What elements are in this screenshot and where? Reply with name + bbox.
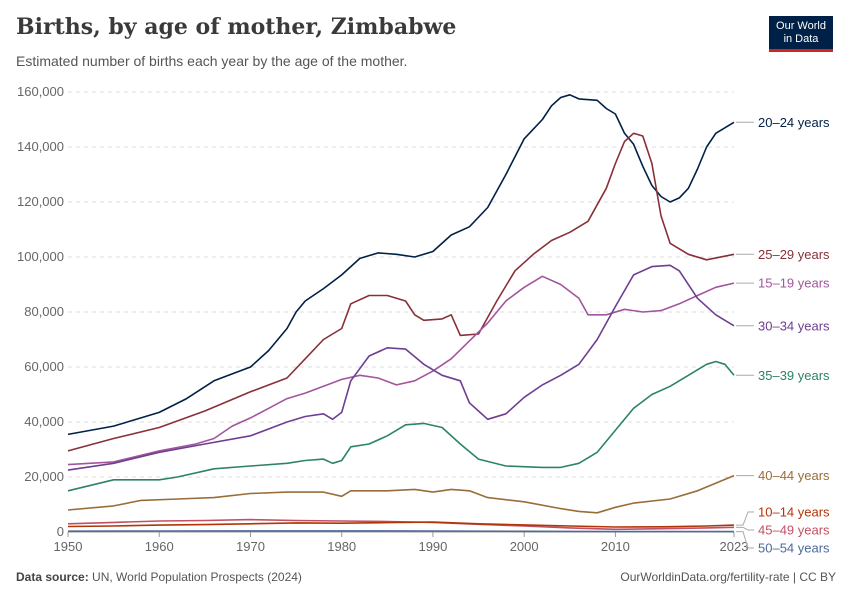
y-tick-label: 140,000 <box>17 139 64 154</box>
logo-line-2: in Data <box>783 33 819 45</box>
y-tick-label: 40,000 <box>24 414 64 429</box>
x-tick-label: 2023 <box>720 539 749 554</box>
series-line <box>67 94 735 436</box>
x-tick-label: 1960 <box>145 539 174 554</box>
x-tick-label: 1950 <box>54 539 83 554</box>
series-label-connector <box>736 526 754 531</box>
series-label: 40–44 years <box>758 468 830 483</box>
x-tick-label: 1990 <box>418 539 447 554</box>
source-text[interactable]: UN, World Population Prospects (2024) <box>92 570 302 584</box>
series-label: 15–19 years <box>758 276 830 291</box>
series-label: 45–49 years <box>758 523 830 538</box>
x-tick-label: 2000 <box>510 539 539 554</box>
series-line <box>67 132 735 452</box>
series-label: 25–29 years <box>758 247 830 262</box>
y-tick-label: 20,000 <box>24 469 64 484</box>
footer-url[interactable]: OurWorldinData.org/fertility-rate | CC B… <box>620 570 836 584</box>
chart-title: Births, by age of mother, Zimbabwe <box>16 14 457 40</box>
y-tick-label: 80,000 <box>24 304 64 319</box>
series-label-connector <box>736 531 754 549</box>
series-line <box>67 474 735 514</box>
series-label: 30–34 years <box>758 318 830 333</box>
series-label: 35–39 years <box>758 368 830 383</box>
series-line <box>67 360 735 492</box>
x-tick-label: 2010 <box>601 539 630 554</box>
y-tick-label: 160,000 <box>17 84 64 99</box>
y-tick-label: 100,000 <box>17 249 64 264</box>
y-tick-label: 120,000 <box>17 194 64 209</box>
series-label: 50–54 years <box>758 541 830 556</box>
logo-accent-bar <box>769 49 833 52</box>
chart-subtitle: Estimated number of births each year by … <box>16 53 408 69</box>
source-label: Data source: <box>16 570 89 584</box>
series-label: 20–24 years <box>758 115 830 130</box>
x-tick-label: 1980 <box>327 539 356 554</box>
series-label: 10–14 years <box>758 505 830 520</box>
series-line <box>67 530 734 533</box>
owid-logo[interactable]: Our World in Data <box>769 16 833 52</box>
y-tick-label: 60,000 <box>24 359 64 374</box>
x-tick-label: 1970 <box>236 539 265 554</box>
logo-line-1: Our World <box>776 20 826 32</box>
series-line <box>67 275 735 466</box>
y-tick-label: 0 <box>57 524 64 539</box>
series-line <box>67 521 735 528</box>
footer-source: Data source: UN, World Population Prospe… <box>16 570 302 584</box>
series-label-connector <box>736 511 754 526</box>
series-line <box>67 264 735 471</box>
